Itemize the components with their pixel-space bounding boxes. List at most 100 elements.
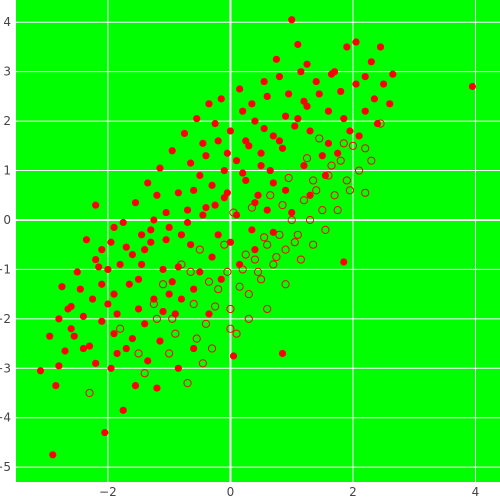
filled-scatter-point: [190, 344, 198, 353]
y-tick-label: 2: [3, 114, 11, 128]
filled-scatter-point: [174, 364, 182, 372]
open-scatter-point: [158, 280, 168, 289]
filled-scatter-point: [217, 275, 225, 283]
y-axis-tick-labels: −5 −4 −3 −2 −1 0 1 2 3 4: [0, 15, 11, 474]
open-scatter-point: [266, 191, 275, 200]
filled-scatter-point: [352, 80, 360, 88]
open-scatter-point: [85, 388, 94, 398]
filled-scatter-point: [137, 260, 146, 269]
open-scatter-point: [367, 156, 376, 165]
filled-scatter-point: [156, 164, 164, 172]
open-scatter-point: [272, 252, 281, 262]
filled-scatter-point: [468, 82, 477, 91]
filled-scatter-point: [104, 265, 112, 274]
filled-scatter-point: [187, 159, 195, 167]
filled-scatter-point: [389, 70, 397, 78]
filled-scatter-point: [306, 127, 314, 135]
open-scatter-point: [140, 369, 149, 378]
filled-scatter-point: [101, 428, 109, 437]
open-scatter-point: [305, 215, 315, 225]
open-scatter-point: [244, 290, 253, 299]
open-scatter-point: [189, 299, 198, 309]
filled-scatter-point: [64, 305, 72, 313]
filled-scatter-point: [386, 100, 394, 108]
filled-scatter-point: [306, 191, 314, 199]
filled-scatter-point: [183, 218, 192, 227]
filled-scatter-point: [254, 191, 262, 199]
filled-scatter-point: [85, 342, 94, 350]
filled-scatter-point: [174, 263, 182, 271]
y-tick-label: 1: [3, 164, 11, 178]
open-scatter-point: [183, 379, 192, 388]
filled-scatter-point: [119, 218, 127, 227]
filled-scatter-point: [122, 344, 130, 353]
filled-scatter-point: [242, 137, 250, 145]
filled-scatter-point: [352, 38, 360, 46]
filled-scatter-point: [236, 85, 244, 93]
filled-scatter-point: [343, 43, 351, 51]
filled-scatter-point: [52, 382, 60, 390]
filled-scatter-point: [190, 285, 198, 293]
open-scatter-point: [299, 196, 309, 205]
filled-scatter-point: [373, 119, 382, 128]
filled-scatter-point: [220, 194, 228, 202]
filled-scatter-point: [104, 300, 112, 308]
filled-scatter-point: [257, 162, 265, 170]
y-tick-label: −3: [0, 361, 11, 375]
filled-scatter-point: [150, 216, 158, 224]
filled-scatter-point: [113, 349, 121, 358]
filled-scatter-point: [303, 60, 311, 68]
filled-scatter-point: [379, 80, 388, 88]
filled-scatter-point: [168, 147, 176, 155]
y-tick-label: −1: [0, 262, 11, 276]
y-tick-label: 4: [3, 15, 11, 29]
open-scatter-point: [201, 319, 211, 328]
filled-scatter-point: [177, 295, 186, 303]
filled-scatter-point: [153, 191, 161, 199]
filled-scatter-point: [98, 317, 106, 325]
filled-scatter-point: [266, 166, 274, 175]
open-scatter-point: [281, 280, 290, 289]
open-scatter-point: [134, 349, 143, 358]
filled-scatter-point: [376, 43, 385, 51]
open-scatter-point: [235, 282, 244, 291]
open-scatter-point: [192, 334, 201, 343]
x-axis-tick-labels: −2 0 2 4: [99, 485, 479, 499]
filled-scatter-point: [312, 77, 320, 86]
open-scatter-point: [152, 314, 162, 323]
filled-scatter-point: [79, 344, 87, 353]
filled-scatter-point: [180, 129, 189, 138]
filled-scatter-point: [153, 384, 161, 392]
open-scatter-point: [315, 134, 324, 143]
filled-scatter-point: [208, 181, 216, 189]
filled-scatter-point: [150, 295, 158, 303]
filled-scatter-point: [281, 112, 290, 120]
open-scatter-point: [195, 245, 204, 254]
filled-scatter-point: [260, 124, 268, 133]
x-tick-label: 0: [227, 485, 235, 499]
filled-scatter-point: [202, 204, 210, 212]
filled-scatter-point: [211, 119, 219, 128]
filled-scatter-point: [251, 246, 259, 254]
open-scatter-point: [165, 349, 174, 358]
filled-scatter-point: [229, 352, 238, 360]
filled-scatter-point: [177, 231, 186, 239]
open-scatter-point: [327, 161, 336, 170]
open-scatter-point: [361, 188, 370, 197]
open-scatter-point: [287, 215, 296, 225]
filled-scatter-point: [46, 332, 54, 340]
open-scatter-point: [318, 206, 327, 215]
open-scatter-point: [293, 230, 302, 239]
open-scatter-point: [253, 267, 263, 276]
filled-scatter-point: [269, 228, 277, 236]
filled-scatter-point: [294, 40, 302, 49]
x-tick-label: −2: [99, 485, 117, 499]
filled-scatter-point: [251, 199, 259, 207]
filled-scatter-point: [294, 115, 302, 123]
filled-scatter-point: [122, 243, 130, 251]
open-scatter-point: [302, 154, 312, 163]
filled-scatter-point: [92, 201, 100, 209]
y-tick-label: −4: [0, 411, 11, 425]
filled-scatter-point: [73, 268, 81, 276]
